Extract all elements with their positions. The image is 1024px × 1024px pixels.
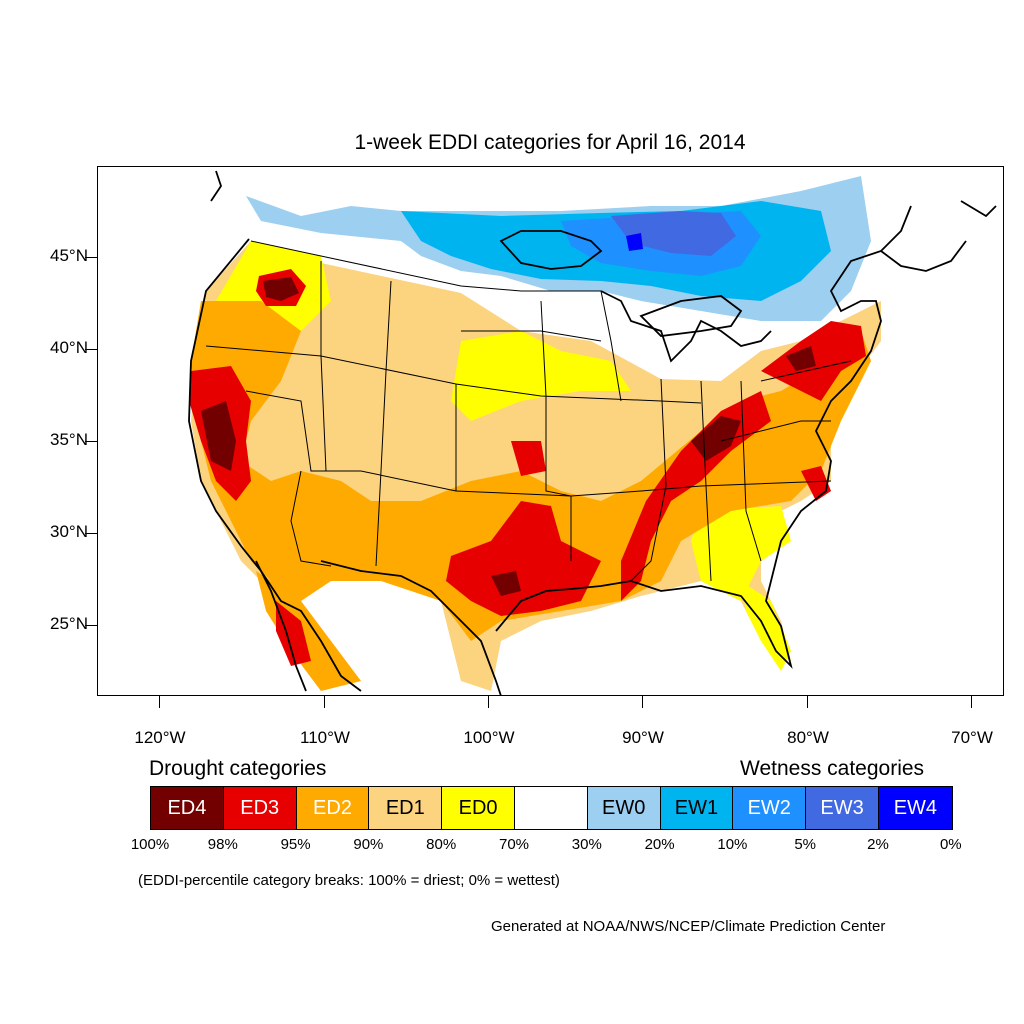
legend-cell-ew3: EW3 [806,787,879,829]
break-label: 98% [207,836,238,853]
ew4-region [626,233,643,251]
ed4-region-oregon [263,277,299,301]
ed4-region-tennessee [691,416,741,461]
lat-label-30n: 30°N [50,522,88,541]
ed0-region-plains [451,331,631,421]
legend-cell-ew4: EW4 [878,787,952,829]
break-label: 70% [498,836,530,853]
legend-cell-ew1: EW1 [660,787,734,829]
legend-cell-ed0: ED0 [442,787,515,829]
ed4-region-northeast [786,346,816,371]
state-borders [205,240,852,582]
legend-cell-ed1: ED1 [369,787,443,829]
lon-label-90w: 90°W [622,728,664,747]
credit-line: Generated at NOAA/NWS/NCEP/Climate Predi… [491,918,886,935]
lon-label-100w: 100°W [463,728,515,747]
category-color-bar: ED4 ED3 ED2 ED1 ED0 EW0 EW1 EW2 EW3 EW4 [150,786,953,830]
ed4-region-california [201,401,236,471]
lat-label-40n: 40°N [50,338,88,357]
lon-tick [488,696,489,708]
lat-label-35n: 35°N [50,430,88,449]
lon-label-120w: 120°W [134,728,186,747]
legend-cell-ew2: EW2 [733,787,807,829]
ed3-region-texas [446,501,601,616]
category-breaks-note: (EDDI-percentile category breaks: 100% =… [138,872,560,889]
legend-cell-ed3: ED3 [223,787,297,829]
lon-tick [807,696,808,708]
break-label: 2% [867,836,889,853]
lon-tick [159,696,160,708]
coastlines [188,170,997,695]
lon-label-70w: 70°W [951,728,993,747]
ed0-region-florida [741,581,791,671]
lat-tick [85,349,97,350]
ed4-region-texas [491,571,521,596]
lat-label-25n: 25°N [50,614,88,633]
ed0-region-southeast [691,506,791,601]
lat-tick [85,441,97,442]
lat-tick [85,625,97,626]
lon-label-80w: 80°W [787,728,829,747]
break-label: 100% [130,836,170,853]
legend-cell-ew0: EW0 [587,787,661,829]
lon-tick [324,696,325,708]
legend-cell-normal [514,787,588,829]
eddi-map [188,170,997,695]
break-label: 5% [794,836,817,853]
break-label: 80% [426,836,457,853]
lat-tick [85,257,97,258]
ed3-region-kansas [511,441,546,476]
ed3-region-mississippi [621,391,771,601]
break-label: 30% [571,836,602,853]
lon-tick [971,696,972,708]
map-title: 1-week EDDI categories for April 16, 201… [354,131,746,154]
lon-label-110w: 110°W [300,728,350,747]
map-area [97,166,1004,696]
wetness-categories-heading: Wetness categories [740,757,925,780]
break-label: 20% [644,836,675,853]
ed2-region-west [191,301,871,641]
legend-cell-ed2: ED2 [296,787,370,829]
break-label: 90% [353,836,384,853]
ed3-region-mexico [276,601,311,666]
lon-tick [642,696,643,708]
break-label: 95% [280,836,311,853]
break-label: 0% [939,836,962,853]
drought-categories-heading: Drought categories [149,757,327,780]
lat-label-45n: 45°N [50,246,88,265]
lat-tick [85,533,97,534]
legend-cell-ed4: ED4 [151,787,224,829]
break-label: 10% [717,836,748,853]
